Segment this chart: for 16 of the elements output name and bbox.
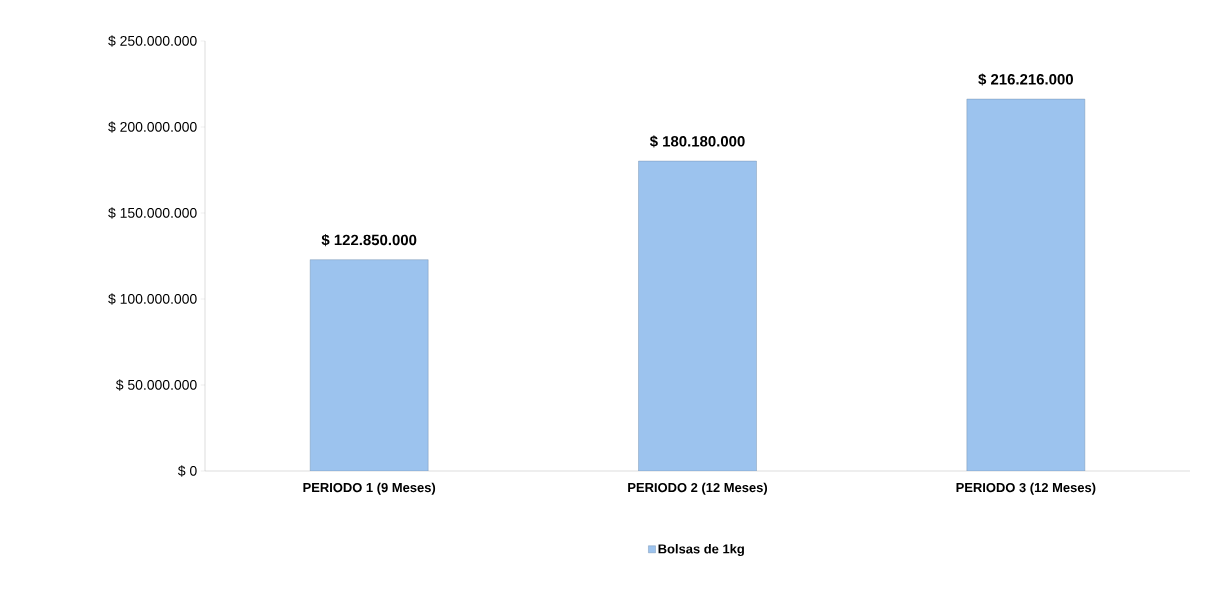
y-tick-label: $ 50.000.000 <box>115 379 197 391</box>
bar <box>966 98 1086 471</box>
data-label: $ 122.850.000 <box>321 233 417 247</box>
data-label: $ 216.216.000 <box>978 73 1073 86</box>
x-tick-label: PERIODO 2 (12 Meses) <box>628 482 768 495</box>
bar <box>638 160 757 471</box>
x-tick-label: PERIODO 1 (9 Meses) <box>303 482 436 495</box>
y-tick-label: $ 150.000.000 <box>108 207 197 219</box>
y-tick-label: $ 200.000.000 <box>108 121 197 133</box>
legend-label: Bolsas de 1kg <box>658 543 744 557</box>
y-tick-label: $ 0 <box>178 465 197 477</box>
x-tick-label: PERIODO 3 (12 Meses) <box>956 482 1096 495</box>
y-tick-label: $ 250.000.000 <box>108 35 197 47</box>
data-label: $ 180.180.000 <box>649 135 745 148</box>
bar <box>309 259 429 471</box>
y-tick-label: $ 100.000.000 <box>108 293 197 305</box>
